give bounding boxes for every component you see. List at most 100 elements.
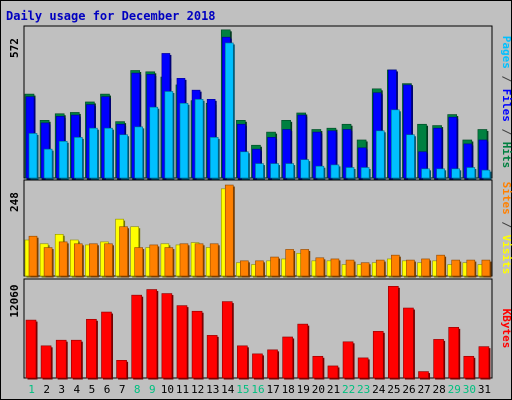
bar-pages-day-24 bbox=[375, 130, 385, 179]
bar-sites-day-27 bbox=[421, 258, 430, 277]
bar-sites-day-14 bbox=[224, 184, 234, 277]
bar-pages-day-13 bbox=[209, 137, 219, 179]
bar-pages-day-5 bbox=[89, 127, 98, 179]
bar-pages-day-15 bbox=[240, 151, 249, 179]
bar-pages-day-28 bbox=[436, 168, 445, 179]
bar-sites-day-6 bbox=[104, 243, 113, 277]
bar-sites-day-19 bbox=[300, 249, 310, 277]
bar-kbytes-day-14 bbox=[221, 301, 233, 379]
day-tick-label-3: 3 bbox=[58, 383, 65, 396]
bar-kbytes-day-16 bbox=[252, 353, 263, 379]
bar-sites-day-18 bbox=[285, 249, 294, 277]
bar-sites-day-5 bbox=[89, 243, 98, 277]
bar-sites-day-25 bbox=[391, 254, 400, 277]
bar-sites-day-30 bbox=[466, 259, 476, 277]
day-tick-label-27: 27 bbox=[417, 383, 430, 396]
day-tick-label-31: 31 bbox=[478, 383, 491, 396]
bar-pages-day-20 bbox=[315, 165, 325, 179]
bar-kbytes-day-8 bbox=[131, 294, 142, 379]
bar-sites-day-24 bbox=[375, 259, 385, 277]
panel-max-label: 12060 bbox=[8, 284, 21, 317]
bar-kbytes-day-27 bbox=[418, 371, 429, 379]
series-label-part: KBytes bbox=[500, 309, 512, 349]
bar-kbytes-day-31 bbox=[478, 346, 490, 379]
bar-kbytes-day-12 bbox=[191, 310, 203, 379]
panel-series-label: Sites / Visits bbox=[500, 182, 512, 275]
bar-pages-day-26 bbox=[406, 134, 415, 179]
bar-kbytes-day-1 bbox=[25, 319, 37, 379]
series-label-part: / bbox=[500, 215, 512, 235]
bar-sites-day-21 bbox=[330, 258, 340, 277]
bar-kbytes-day-19 bbox=[297, 323, 309, 379]
day-tick-label-29: 29 bbox=[448, 383, 461, 396]
bar-pages-day-19 bbox=[300, 159, 310, 179]
bar-kbytes-day-21 bbox=[327, 365, 339, 379]
bar-pages-day-10 bbox=[164, 91, 174, 179]
bar-kbytes-day-25 bbox=[388, 286, 399, 379]
bar-kbytes-day-30 bbox=[463, 355, 475, 379]
bar-kbytes-day-11 bbox=[176, 305, 188, 379]
day-tick-label-12: 12 bbox=[191, 383, 204, 396]
bar-kbytes-day-15 bbox=[237, 345, 248, 379]
day-tick-label-26: 26 bbox=[402, 383, 415, 396]
bar-kbytes-day-23 bbox=[357, 357, 369, 379]
day-tick-label-8: 8 bbox=[134, 383, 141, 396]
bar-kbytes-day-28 bbox=[433, 339, 444, 379]
bar-sites-day-7 bbox=[119, 226, 128, 277]
day-tick-label-9: 9 bbox=[149, 383, 156, 396]
series-label-part: Hits bbox=[500, 142, 512, 169]
bar-sites-day-26 bbox=[406, 259, 415, 277]
bar-kbytes-day-24 bbox=[372, 331, 384, 379]
bar-kbytes-day-7 bbox=[116, 360, 127, 379]
bar-sites-day-17 bbox=[270, 256, 279, 277]
day-tick-label-19: 19 bbox=[297, 383, 310, 396]
bar-pages-day-11 bbox=[179, 102, 189, 179]
bar-pages-day-23 bbox=[360, 167, 370, 179]
bar-sites-day-13 bbox=[209, 243, 219, 277]
bar-sites-day-9 bbox=[149, 244, 159, 277]
day-tick-label-13: 13 bbox=[206, 383, 219, 396]
bar-sites-day-29 bbox=[451, 259, 461, 277]
series-label-part: Visits bbox=[500, 235, 512, 275]
day-tick-label-23: 23 bbox=[357, 383, 370, 396]
bar-sites-day-8 bbox=[134, 247, 143, 277]
series-label-part: Sites bbox=[500, 182, 512, 215]
bar-pages-day-21 bbox=[330, 164, 340, 179]
bar-sites-day-31 bbox=[481, 259, 491, 277]
day-tick-label-11: 11 bbox=[176, 383, 189, 396]
day-tick-label-30: 30 bbox=[463, 383, 476, 396]
day-tick-label-20: 20 bbox=[312, 383, 325, 396]
day-tick-label-25: 25 bbox=[387, 383, 400, 396]
bar-sites-day-4 bbox=[73, 243, 83, 277]
series-label-part: / bbox=[500, 122, 512, 142]
bar-pages-day-17 bbox=[270, 163, 279, 179]
bar-sites-day-23 bbox=[360, 262, 370, 277]
panel-max-label: 572 bbox=[8, 38, 21, 58]
bar-kbytes-day-5 bbox=[86, 318, 97, 379]
bar-kbytes-day-20 bbox=[312, 355, 324, 379]
panel-max-label: 248 bbox=[8, 192, 21, 212]
bar-kbytes-day-9 bbox=[146, 289, 158, 379]
bar-pages-day-30 bbox=[466, 167, 476, 179]
bar-pages-day-2 bbox=[43, 148, 53, 179]
bar-sites-day-1 bbox=[28, 235, 38, 277]
bar-pages-day-25 bbox=[391, 109, 400, 179]
day-tick-label-7: 7 bbox=[119, 383, 126, 396]
bar-kbytes-day-2 bbox=[40, 345, 52, 379]
bar-sites-day-16 bbox=[255, 260, 264, 277]
bar-sites-day-10 bbox=[164, 247, 174, 277]
bar-sites-day-22 bbox=[345, 259, 355, 277]
bar-pages-day-14 bbox=[224, 42, 234, 179]
bar-pages-day-4 bbox=[73, 137, 83, 179]
day-tick-label-22: 22 bbox=[342, 383, 355, 396]
bar-pages-day-27 bbox=[421, 168, 430, 179]
bar-sites-day-28 bbox=[436, 254, 445, 277]
day-tick-label-17: 17 bbox=[266, 383, 279, 396]
bar-pages-day-3 bbox=[58, 140, 68, 179]
bar-sites-day-2 bbox=[43, 247, 53, 277]
bar-pages-day-18 bbox=[285, 163, 294, 179]
bar-sites-day-15 bbox=[240, 260, 249, 277]
day-tick-label-21: 21 bbox=[327, 383, 340, 396]
bar-kbytes-day-22 bbox=[342, 341, 354, 379]
